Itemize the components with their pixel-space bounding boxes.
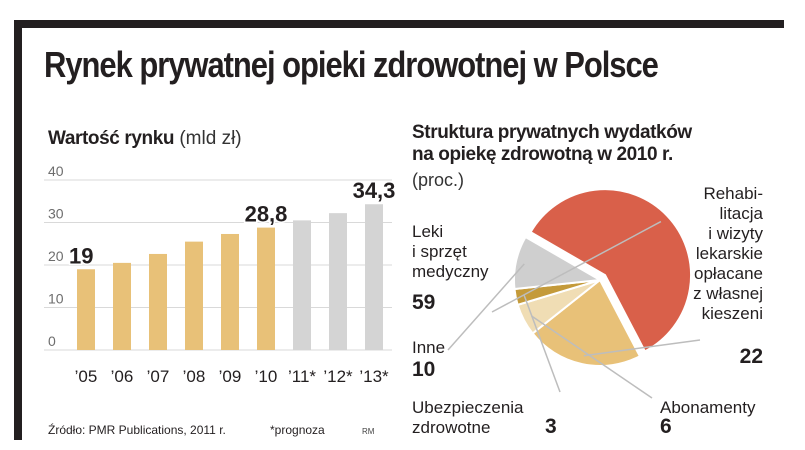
pie-chart-title-line-1: Struktura prywatnych wydatków [412, 122, 692, 143]
y-tick-label: 0 [48, 333, 56, 349]
label-ubezpieczenia: Ubezpieczenia zdrowotne [412, 398, 524, 438]
label-rehab-line: i wizyty [708, 224, 763, 243]
data-label: 34,3 [353, 178, 396, 203]
x-tick-label: ’05 [75, 367, 98, 386]
label-leki-line: medyczny [412, 262, 489, 281]
bar-5 [257, 227, 275, 350]
x-tick-label: ’13* [359, 367, 389, 386]
label-rehab-line: litacja [719, 204, 763, 223]
value-rehabilitacja: 22 [739, 345, 763, 368]
value-inne: 10 [412, 358, 436, 381]
bar-7 [329, 213, 347, 350]
bar-6 [293, 220, 311, 350]
label-rehab-line: kieszeni [701, 304, 763, 323]
value-leki: 59 [412, 291, 436, 314]
label-ubezp-line: Ubezpieczenia [412, 398, 524, 417]
leader-rehabilitacja [583, 339, 701, 357]
label-ubezp-line: zdrowotne [412, 418, 491, 437]
bar-chart: 0 10 20 30 40 ’05 19 ’06 ’07 ’08 ’09 ’10 28,8 ’11* ’12… [44, 163, 397, 386]
x-tick-label: ’09 [219, 367, 242, 386]
leader-leki [491, 220, 662, 313]
frame-left-rule [14, 20, 22, 440]
source-note: Źródło: PMR Publications, 2011 r. [48, 423, 226, 437]
label-leki-line: i sprzęt [412, 242, 467, 261]
value-ubezpieczenia: 3 [545, 415, 557, 438]
label-rehab-line: z własnej [693, 284, 763, 303]
label-leki-line: Leki [412, 222, 444, 241]
pie-slice-leki [529, 188, 693, 353]
pie-slice-inne [513, 235, 604, 291]
label-rehab-line: opłacane [693, 264, 763, 283]
leader-inne [447, 263, 525, 351]
x-tick-label: ’11* [288, 367, 316, 386]
label-inne: Inne [412, 338, 446, 357]
pie-chart-title: Struktura prywatnych wydatków na opiekę … [412, 122, 692, 166]
bar-1 [113, 262, 131, 350]
y-tick-label: 30 [48, 206, 64, 222]
x-tick-label: ’07 [147, 367, 170, 386]
y-tick-label: 40 [48, 163, 64, 179]
x-tick-label: ’06 [111, 367, 134, 386]
x-tick-label: ’10 [255, 367, 278, 386]
bar-chart-title-main: Wartość rynku [48, 128, 175, 149]
frame-top-rule [14, 20, 784, 28]
value-abonamenty: 6 [660, 415, 672, 438]
y-tick-label: 20 [48, 248, 64, 264]
bar-0 [77, 269, 95, 350]
label-rehab-line: Rehabi- [703, 184, 763, 203]
bar-chart-title: Wartość rynku (mld zł) [48, 128, 242, 150]
label-leki: Leki i sprzęt medyczny [412, 222, 489, 282]
data-label: 19 [69, 243, 93, 268]
x-tick-label: ’08 [183, 367, 206, 386]
bar-3 [185, 241, 203, 350]
infographic-title: Rynek prywatnej opieki zdrowotnej w Pols… [44, 44, 659, 85]
pie-chart-title-line-2: na opiekę zdrowotną w 2010 r. [412, 144, 673, 165]
forecast-note: *prognoza [270, 423, 325, 437]
leader-ubezpieczenia [523, 295, 561, 393]
bar-chart-unit: (mld zł) [179, 128, 242, 149]
label-rehabilitacja: Rehabi- litacja i wizyty lekarskie opłac… [688, 184, 763, 324]
leader-abonamenty [530, 315, 653, 399]
x-tick-label: ’12* [323, 367, 353, 386]
y-tick-label: 10 [48, 291, 64, 307]
bar-4 [221, 233, 239, 350]
pie-chart-unit: (proc.) [412, 170, 465, 190]
label-rehab-line: lekarskie [695, 244, 763, 263]
label-abonamenty: Abonamenty [660, 398, 756, 417]
author-credit: RM [362, 427, 375, 436]
bar-2 [149, 253, 167, 350]
pie-slice-rehabilitacja [531, 278, 642, 367]
data-label: 28,8 [245, 202, 288, 227]
bar-8 [365, 204, 383, 350]
